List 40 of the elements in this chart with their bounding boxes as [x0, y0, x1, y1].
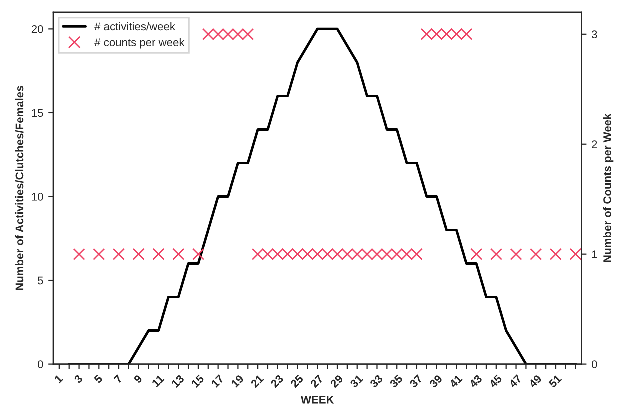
x-tick-label: 25: [290, 374, 304, 388]
x-tick-label: 11: [152, 374, 165, 388]
x-tick-label: 21: [250, 374, 264, 388]
y2-tick-label: 2: [592, 140, 598, 148]
x-tick-label: 9: [134, 374, 143, 384]
y-tick-label: 10: [32, 193, 44, 201]
x-tick-label: 47: [508, 374, 522, 388]
x-tick-label: 39: [429, 374, 444, 388]
y2-axis-title: Number of Counts per Week: [603, 114, 614, 262]
x-tick-label: 15: [191, 374, 205, 388]
legend-label: # activities/week: [94, 22, 176, 31]
x-tick-label: 7: [114, 374, 123, 384]
x-tick-label: 19: [230, 374, 244, 388]
x-tick-label: 45: [488, 374, 503, 388]
x-tick-label: 1: [54, 374, 64, 384]
x-tick-label: 43: [468, 374, 483, 388]
x-tick-label: 31: [350, 374, 364, 388]
x-tick-label: 13: [171, 374, 185, 388]
legend-label: # counts per week: [94, 38, 185, 49]
y-axis-title: Number of Activities/Clutches/Females: [15, 86, 24, 290]
x-tick-label: 37: [409, 374, 424, 388]
x-axis-title: WEEK: [300, 396, 334, 404]
y-tick-label: 0: [38, 360, 44, 368]
x-tick-label: 33: [370, 374, 384, 388]
x-tick-label: 17: [211, 374, 224, 388]
x-tick-label: 3: [74, 374, 84, 384]
x-tick-label: 49: [528, 374, 542, 388]
x-tick-label: 41: [449, 374, 463, 388]
x-tick-label: 35: [389, 374, 404, 388]
x-tick-label: 29: [330, 374, 344, 388]
x-tick-label: 27: [310, 374, 324, 388]
y-tick-label: 5: [38, 276, 44, 285]
x-tick-label: 51: [548, 374, 562, 388]
y-tick-label: 15: [32, 109, 44, 118]
y2-tick-label: 1: [592, 250, 598, 258]
y2-tick-label: 3: [592, 30, 598, 39]
y2-tick-label: 0: [592, 360, 598, 368]
y-tick-label: 20: [32, 25, 44, 34]
x-tick-label: 5: [94, 374, 104, 384]
x-tick-label: 23: [270, 374, 284, 388]
